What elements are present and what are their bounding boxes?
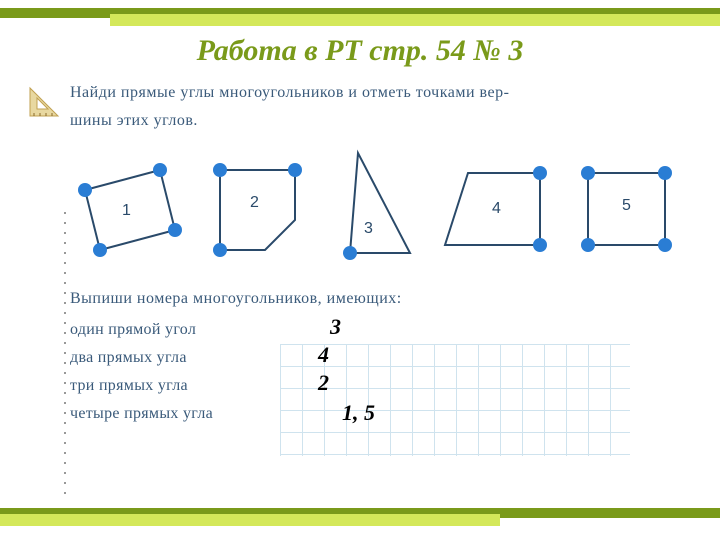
shape-1: 1 [60, 145, 190, 265]
answer-one: 3 [330, 314, 341, 340]
answer-list: один прямой угол два прямых угла три пря… [70, 316, 690, 428]
page-title: Работа в РТ стр. 54 № 3 [0, 34, 720, 68]
task-text-line1: Найди прямые углы многоугольников и отме… [70, 82, 690, 104]
content-area: Найди прямые углы многоугольников и отме… [0, 82, 720, 428]
footer-decoration [0, 506, 720, 526]
answer-three: 2 [318, 370, 329, 396]
shape-5: 5 [570, 145, 680, 265]
answer-two: 4 [318, 342, 329, 368]
svg-text:4: 4 [492, 200, 501, 217]
shape-2: 2 [200, 145, 320, 265]
answer-four: 1, 5 [342, 400, 375, 426]
svg-text:2: 2 [250, 194, 259, 211]
svg-text:1: 1 [122, 202, 131, 219]
triangle-ruler-icon [28, 86, 62, 120]
label-four: четыре прямых угла [70, 405, 270, 423]
task-text-line2: шины этих углов. [70, 110, 690, 132]
label-two: два прямых угла [70, 349, 270, 367]
shapes-row: 1 2 3 4 5 [70, 145, 690, 280]
header-decoration [0, 0, 720, 30]
shape-3: 3 [330, 145, 430, 265]
row-two-right-angles: два прямых угла [70, 344, 690, 372]
shape-4: 4 [430, 145, 560, 265]
label-three: три прямых угла [70, 377, 270, 395]
question-text: Выпиши номера многоугольников, имеющих: [70, 288, 690, 310]
row-four-right-angles: четыре прямых угла [70, 400, 690, 428]
row-one-right-angle: один прямой угол [70, 316, 690, 344]
svg-text:5: 5 [622, 197, 631, 214]
row-three-right-angles: три прямых угла [70, 372, 690, 400]
label-one: один прямой угол [70, 321, 270, 339]
svg-text:3: 3 [364, 220, 373, 237]
